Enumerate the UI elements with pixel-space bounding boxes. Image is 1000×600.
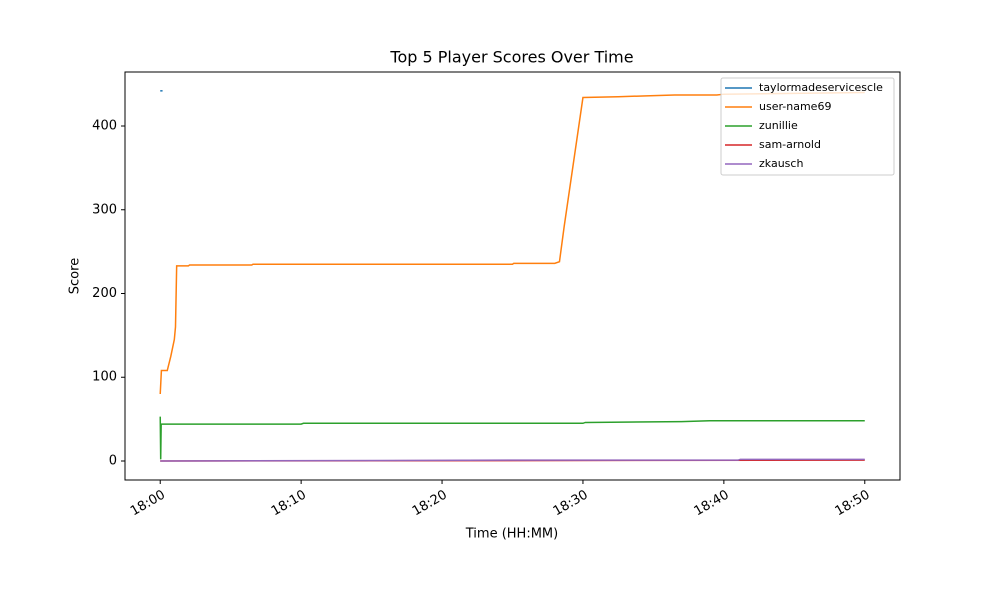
x-tick-label: 18:00 xyxy=(128,488,168,520)
series-line xyxy=(160,458,865,462)
x-tick-label: 18:50 xyxy=(833,488,873,520)
x-tick-label: 18:20 xyxy=(410,488,450,520)
x-axis-label: Time (HH:MM) xyxy=(465,527,558,542)
legend-label: zkausch xyxy=(759,157,803,170)
x-tick-label: 18:40 xyxy=(692,488,732,520)
legend-label: user-name69 xyxy=(759,100,831,113)
legend-label: taylormadeservicescle xyxy=(759,81,883,94)
y-tick-label: 100 xyxy=(92,370,117,385)
legend-label: sam-arnold xyxy=(759,138,821,151)
y-tick-label: 300 xyxy=(92,202,117,217)
axes-frame xyxy=(124,71,901,481)
y-tick-label: 200 xyxy=(92,286,117,301)
legend-box xyxy=(720,77,895,176)
x-tick-label: 18:30 xyxy=(551,488,591,520)
legend-label: zunillie xyxy=(759,119,798,132)
y-axis-label: Score xyxy=(68,258,83,294)
chart-title: Top 5 Player Scores Over Time xyxy=(389,48,633,67)
y-tick-label: 0 xyxy=(109,453,117,468)
series-line xyxy=(159,91,865,395)
series-line xyxy=(159,416,865,460)
legend: taylormadeservicescle user-name69 zunillie… xyxy=(720,77,895,176)
x-tick-label: 18:10 xyxy=(269,488,309,520)
y-tick-label: 400 xyxy=(92,119,117,134)
